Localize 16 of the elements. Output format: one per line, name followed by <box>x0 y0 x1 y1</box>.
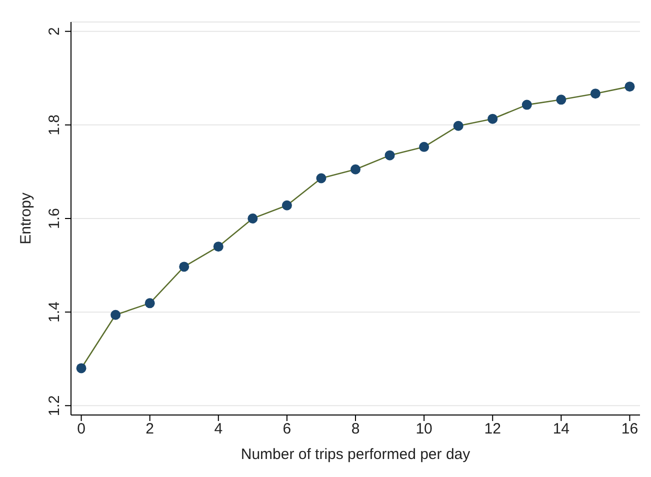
y-tick-label: 1.4 <box>46 302 63 322</box>
x-tick-label: 12 <box>484 420 501 438</box>
x-tick-label: 10 <box>416 420 432 438</box>
x-tick-label: 16 <box>621 420 638 438</box>
x-tick-label: 8 <box>351 420 360 438</box>
y-tick-label: 1.2 <box>46 395 63 416</box>
y-tick-label: 2 <box>46 27 63 36</box>
y-axis-title: Entropy <box>17 192 34 244</box>
x-tick-label: 0 <box>77 420 86 438</box>
x-tick-label: 14 <box>552 420 570 438</box>
x-tick-label: 4 <box>214 420 223 438</box>
x-tick-label: 6 <box>282 420 292 438</box>
x-tick-label: 2 <box>146 420 154 438</box>
y-tick-label: 1.6 <box>46 208 63 229</box>
y-tick-label: 1.8 <box>46 114 63 136</box>
x-axis-title: Number of trips performed per day <box>240 446 471 463</box>
